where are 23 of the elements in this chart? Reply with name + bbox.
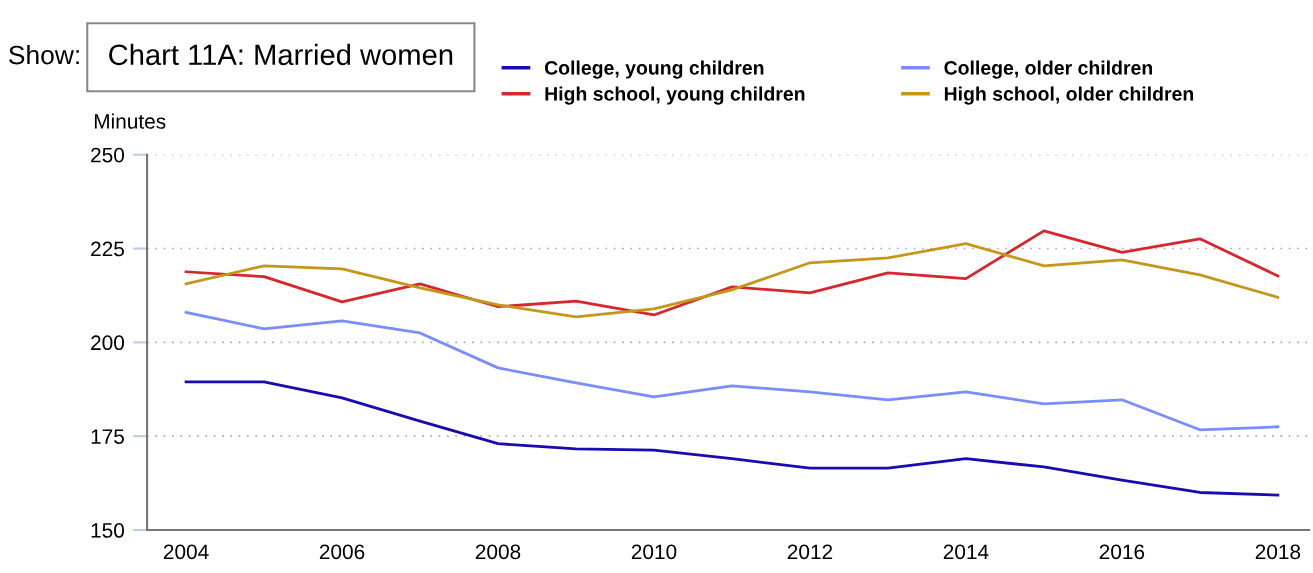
text: Show: — [9, 45, 79, 65]
caption: Chart 11A: Married women — [109, 43, 453, 66]
x-tick-label: 2014 — [943, 544, 989, 560]
x-tick-label: 2012 — [787, 544, 833, 560]
y-tick-label: 225 — [91, 241, 124, 257]
x-tick-label: 2018 — [1255, 544, 1301, 560]
y-axis-title: Minutes — [94, 113, 166, 129]
y-tick-label: 175 — [91, 429, 124, 444]
legend-label: College, young children — [544, 60, 764, 79]
legend-label: High school, young children — [545, 86, 805, 105]
x-tick-label: 2016 — [1099, 544, 1145, 560]
y-tick-label: 250 — [91, 147, 125, 163]
x-tick-label: 2006 — [319, 544, 365, 560]
line-series — [184, 310, 1280, 432]
y-tick-label: 200 — [91, 335, 125, 351]
legend-label: College, older children — [944, 60, 1153, 79]
x-tick-label: 2004 — [163, 544, 209, 560]
y-tick-label: 150 — [91, 523, 125, 538]
x-tick-label: 2010 — [631, 544, 677, 560]
line-series — [184, 242, 1280, 319]
legend-label: High school, older children — [944, 86, 1194, 105]
line-series — [184, 380, 1280, 497]
x-tick-label: 2008 — [475, 544, 521, 560]
